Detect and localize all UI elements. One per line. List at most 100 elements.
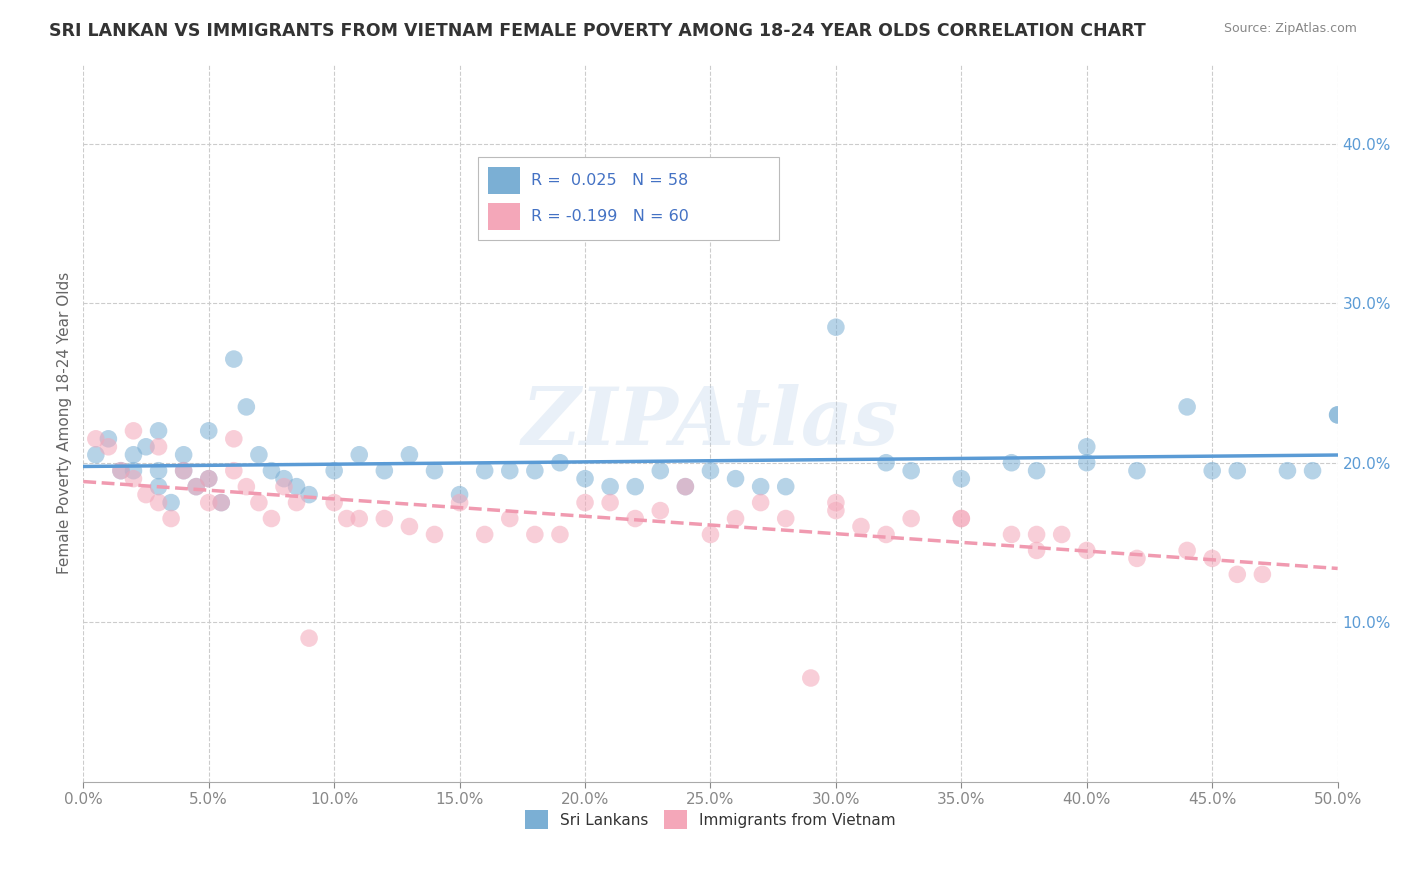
Point xyxy=(650,464,672,478)
Point xyxy=(1025,527,1047,541)
Point xyxy=(235,480,257,494)
Point xyxy=(148,480,170,494)
Point xyxy=(398,448,420,462)
Point xyxy=(122,448,145,462)
Point xyxy=(624,480,647,494)
Point xyxy=(285,495,308,509)
Point xyxy=(699,527,721,541)
Point xyxy=(97,432,120,446)
Point xyxy=(84,432,107,446)
Point xyxy=(186,480,208,494)
Point xyxy=(349,448,371,462)
Point xyxy=(298,488,321,502)
Point xyxy=(84,448,107,462)
Point xyxy=(423,464,446,478)
Point xyxy=(1025,543,1047,558)
Y-axis label: Female Poverty Among 18-24 Year Olds: Female Poverty Among 18-24 Year Olds xyxy=(58,272,72,574)
Point xyxy=(825,503,848,517)
Point xyxy=(548,456,571,470)
Point xyxy=(825,320,848,334)
Point xyxy=(775,480,797,494)
Point xyxy=(148,495,170,509)
Point xyxy=(122,424,145,438)
Point xyxy=(323,495,346,509)
Point xyxy=(197,472,219,486)
Point xyxy=(148,464,170,478)
Point xyxy=(523,464,546,478)
Point xyxy=(1175,400,1198,414)
Point xyxy=(1000,456,1022,470)
Point xyxy=(373,511,395,525)
Point xyxy=(122,464,145,478)
Point xyxy=(122,472,145,486)
Point xyxy=(173,464,195,478)
Point xyxy=(186,480,208,494)
Point xyxy=(673,480,696,494)
Point xyxy=(474,527,496,541)
Point xyxy=(273,480,295,494)
Text: R =  0.025   N = 58: R = 0.025 N = 58 xyxy=(531,173,689,188)
Point xyxy=(135,440,157,454)
Point xyxy=(599,480,621,494)
Point xyxy=(673,480,696,494)
Point xyxy=(222,352,245,367)
Point xyxy=(209,495,232,509)
Point xyxy=(699,464,721,478)
Text: R = -0.199   N = 60: R = -0.199 N = 60 xyxy=(531,209,689,224)
Point xyxy=(373,464,395,478)
Point xyxy=(398,519,420,533)
Point xyxy=(349,511,371,525)
Point xyxy=(499,511,522,525)
Point xyxy=(449,488,471,502)
Point xyxy=(900,511,922,525)
Point xyxy=(1201,551,1223,566)
Point xyxy=(110,464,132,478)
Point xyxy=(1025,464,1047,478)
Point xyxy=(900,464,922,478)
Point xyxy=(235,400,257,414)
Point xyxy=(724,511,747,525)
Point xyxy=(1076,456,1098,470)
Point xyxy=(1126,551,1149,566)
Point xyxy=(197,424,219,438)
Point xyxy=(336,511,359,525)
Point xyxy=(650,503,672,517)
Point xyxy=(97,440,120,454)
Point xyxy=(1076,543,1098,558)
Point xyxy=(1226,567,1249,582)
Point xyxy=(749,495,772,509)
Point xyxy=(423,527,446,541)
Point xyxy=(222,464,245,478)
Text: ZIPAtlas: ZIPAtlas xyxy=(522,384,900,461)
Point xyxy=(449,495,471,509)
Point xyxy=(197,472,219,486)
Point xyxy=(1000,527,1022,541)
Point xyxy=(574,472,596,486)
Point xyxy=(247,495,270,509)
Point xyxy=(1326,408,1348,422)
Point xyxy=(1302,464,1324,478)
Text: SRI LANKAN VS IMMIGRANTS FROM VIETNAM FEMALE POVERTY AMONG 18-24 YEAR OLDS CORRE: SRI LANKAN VS IMMIGRANTS FROM VIETNAM FE… xyxy=(49,22,1146,40)
Point xyxy=(523,527,546,541)
Point xyxy=(222,432,245,446)
Point xyxy=(574,495,596,509)
Point xyxy=(1050,527,1073,541)
Point xyxy=(1175,543,1198,558)
Point xyxy=(1251,567,1274,582)
Point xyxy=(148,440,170,454)
Point xyxy=(548,527,571,541)
Point xyxy=(599,495,621,509)
Text: Source: ZipAtlas.com: Source: ZipAtlas.com xyxy=(1223,22,1357,36)
Point xyxy=(173,448,195,462)
Bar xyxy=(488,202,520,230)
Point xyxy=(499,464,522,478)
Point xyxy=(260,511,283,525)
Point xyxy=(1201,464,1223,478)
Point xyxy=(474,464,496,478)
Point xyxy=(323,464,346,478)
Point xyxy=(1076,440,1098,454)
Point xyxy=(1277,464,1299,478)
Point xyxy=(173,464,195,478)
Point xyxy=(724,472,747,486)
Point xyxy=(285,480,308,494)
